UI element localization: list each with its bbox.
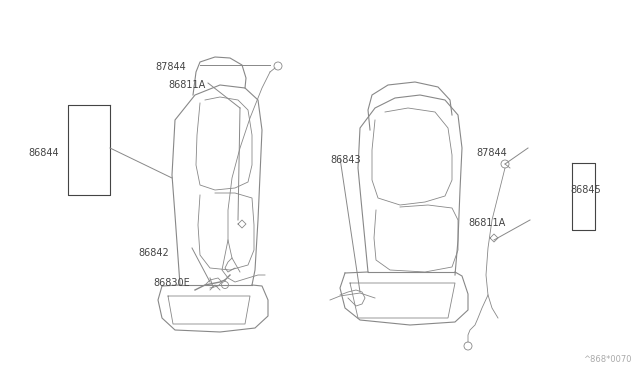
Text: 87844: 87844 xyxy=(476,148,507,158)
Text: 86843: 86843 xyxy=(330,155,360,165)
Text: 87844: 87844 xyxy=(155,62,186,72)
Text: 86845: 86845 xyxy=(570,185,601,195)
Text: 86811A: 86811A xyxy=(168,80,205,90)
Text: 86844: 86844 xyxy=(28,148,59,158)
Text: 86842: 86842 xyxy=(138,248,169,258)
Text: 86811A: 86811A xyxy=(468,218,505,228)
Text: ^868*0070: ^868*0070 xyxy=(584,355,632,364)
Text: 86830E: 86830E xyxy=(153,278,189,288)
